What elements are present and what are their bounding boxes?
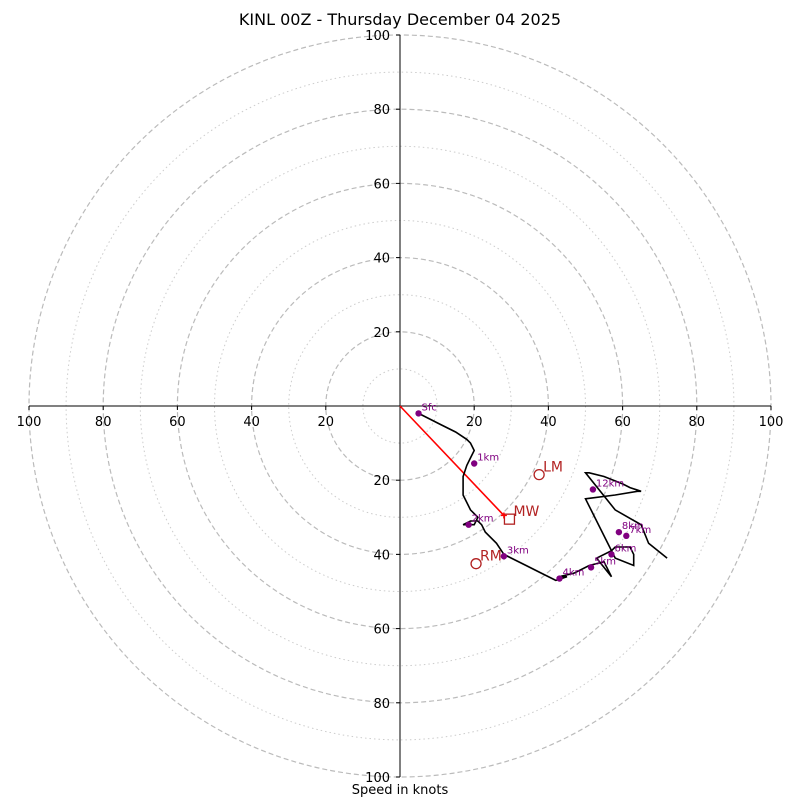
height-marker — [589, 486, 597, 493]
shear-vector-end-marker — [500, 512, 507, 519]
storm-motion-label: MW — [513, 504, 539, 520]
height-marker-label: Sfc — [422, 402, 437, 413]
storm-motion-label: LM — [543, 460, 563, 476]
x-tick-label: 40 — [243, 415, 260, 430]
height-marker-label: 2km — [472, 514, 494, 525]
height-marker — [500, 553, 508, 560]
y-tick-label: 100 — [365, 29, 390, 44]
height-marker — [608, 551, 615, 558]
height-marker — [556, 575, 563, 582]
y-tick-label: 40 — [373, 548, 390, 563]
height-marker-label: 12km — [596, 478, 624, 489]
storm-motion-label: RM — [480, 549, 502, 565]
x-tick-label: 100 — [17, 415, 42, 430]
x-tick-label: 20 — [318, 415, 335, 430]
x-tick-label: 80 — [689, 415, 706, 430]
y-tick-label: 60 — [373, 623, 390, 638]
y-tick-label: 20 — [373, 474, 390, 489]
height-marker — [623, 532, 630, 540]
height-marker — [615, 528, 623, 536]
height-marker — [415, 410, 422, 417]
height-marker — [587, 564, 595, 571]
height-marker-label: 1km — [477, 453, 499, 464]
storm-motion-marker — [503, 513, 516, 525]
height-marker-label: 5km — [594, 556, 616, 567]
storm-motion-marker — [533, 468, 545, 481]
x-tick-label: 60 — [614, 415, 631, 430]
height-marker-label: 3km — [507, 545, 529, 556]
y-tick-label: 60 — [373, 177, 390, 192]
x-tick-label: 100 — [759, 415, 784, 430]
chart-title: KINL 00Z - Thursday December 04 2025 — [238, 10, 562, 29]
y-tick-label: 40 — [373, 252, 390, 267]
height-marker-label: 8km — [622, 521, 644, 532]
height-marker-label: 6km — [614, 543, 636, 554]
height-marker — [465, 521, 472, 528]
shear-vector-line — [399, 405, 505, 516]
x-tick-label: 20 — [466, 415, 483, 430]
x-tick-label: 80 — [95, 415, 112, 430]
height-marker — [471, 460, 478, 467]
height-marker-label: 7km — [629, 525, 651, 536]
y-tick-label: 80 — [373, 103, 390, 118]
y-tick-label: 100 — [365, 771, 390, 786]
y-tick-label: 80 — [373, 697, 390, 712]
storm-motion-marker — [470, 558, 482, 570]
x-tick-label: 60 — [169, 415, 186, 430]
y-tick-label: 20 — [373, 326, 390, 341]
hodograph-line — [418, 412, 668, 582]
x-tick-label: 40 — [540, 415, 557, 430]
x-axis-label: Speed in knots — [351, 783, 449, 798]
height-marker-label: 4km — [563, 568, 585, 579]
